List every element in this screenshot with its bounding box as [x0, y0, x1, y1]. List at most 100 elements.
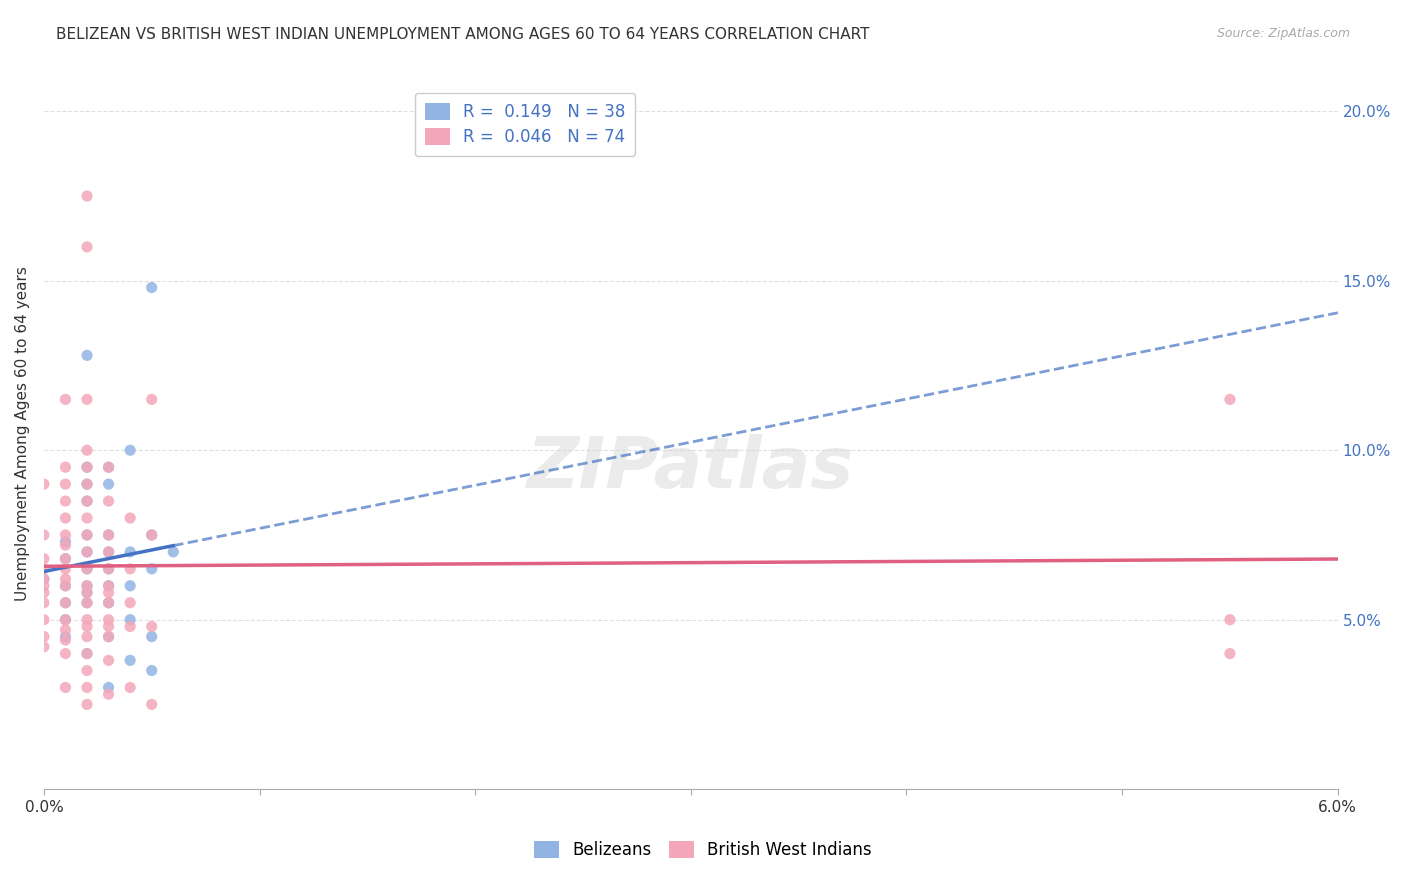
Point [141, 630, 163, 644]
Point [141, 528, 163, 542]
Text: BELIZEAN VS BRITISH WEST INDIAN UNEMPLOYMENT AMONG AGES 60 TO 64 YEARS CORRELATI: BELIZEAN VS BRITISH WEST INDIAN UNEMPLOY… [56, 27, 870, 42]
Point [76, 189, 98, 203]
Point [76, 477, 98, 491]
Point [97, 596, 120, 610]
Point [162, 545, 184, 559]
Point [76, 240, 98, 254]
Point [55, 392, 77, 407]
Point [97, 528, 120, 542]
Point [97, 545, 120, 559]
Point [97, 619, 120, 633]
Point [141, 562, 163, 576]
Point [55, 596, 77, 610]
Point [55, 681, 77, 695]
Point [97, 528, 120, 542]
Point [97, 460, 120, 475]
Point [76, 579, 98, 593]
Point [97, 596, 120, 610]
Point [120, 681, 142, 695]
Point [55, 647, 77, 661]
Point [55, 613, 77, 627]
Point [55, 551, 77, 566]
Point [141, 392, 163, 407]
Point [76, 664, 98, 678]
Point [97, 460, 120, 475]
Point [97, 653, 120, 667]
Point [141, 619, 163, 633]
Point [76, 494, 98, 508]
Point [55, 613, 77, 627]
Point [76, 494, 98, 508]
Point [120, 545, 142, 559]
Point [32, 551, 55, 566]
Legend: R =  0.149   N = 38, R =  0.046   N = 74: R = 0.149 N = 38, R = 0.046 N = 74 [415, 93, 636, 156]
Point [97, 613, 120, 627]
Point [76, 562, 98, 576]
Point [76, 681, 98, 695]
Point [76, 596, 98, 610]
Point [32, 528, 55, 542]
Point [76, 585, 98, 599]
Point [55, 528, 77, 542]
Point [76, 392, 98, 407]
Point [76, 630, 98, 644]
Point [55, 551, 77, 566]
Point [120, 511, 142, 525]
Point [97, 687, 120, 701]
Point [141, 280, 163, 294]
Legend: Belizeans, British West Indians: Belizeans, British West Indians [527, 834, 879, 866]
Point [32, 613, 55, 627]
Point [97, 681, 120, 695]
Point [120, 562, 142, 576]
Point [1219, 392, 1241, 407]
Point [55, 579, 77, 593]
Point [97, 579, 120, 593]
Point [120, 579, 142, 593]
Point [76, 619, 98, 633]
Point [55, 579, 77, 593]
Point [76, 460, 98, 475]
Point [97, 579, 120, 593]
Point [55, 538, 77, 552]
Point [55, 633, 77, 648]
Point [76, 528, 98, 542]
Point [55, 572, 77, 586]
Point [97, 562, 120, 576]
Point [97, 545, 120, 559]
Point [76, 545, 98, 559]
Point [55, 623, 77, 637]
Point [76, 585, 98, 599]
Point [141, 698, 163, 712]
Point [1219, 647, 1241, 661]
Point [55, 630, 77, 644]
Point [32, 640, 55, 654]
Point [76, 528, 98, 542]
Point [32, 562, 55, 576]
Point [120, 653, 142, 667]
Point [32, 630, 55, 644]
Point [76, 562, 98, 576]
Y-axis label: Unemployment Among Ages 60 to 64 years: Unemployment Among Ages 60 to 64 years [15, 266, 30, 600]
Point [76, 545, 98, 559]
Point [32, 596, 55, 610]
Point [76, 443, 98, 458]
Point [32, 477, 55, 491]
Point [55, 494, 77, 508]
Point [97, 630, 120, 644]
Point [76, 647, 98, 661]
Point [120, 596, 142, 610]
Point [76, 613, 98, 627]
Point [32, 572, 55, 586]
Point [76, 348, 98, 362]
Point [32, 585, 55, 599]
Point [141, 664, 163, 678]
Point [76, 477, 98, 491]
Point [97, 630, 120, 644]
Point [76, 698, 98, 712]
Point [55, 460, 77, 475]
Point [97, 562, 120, 576]
Text: ZIPatlas: ZIPatlas [527, 434, 855, 503]
Point [76, 511, 98, 525]
Point [55, 511, 77, 525]
Point [32, 579, 55, 593]
